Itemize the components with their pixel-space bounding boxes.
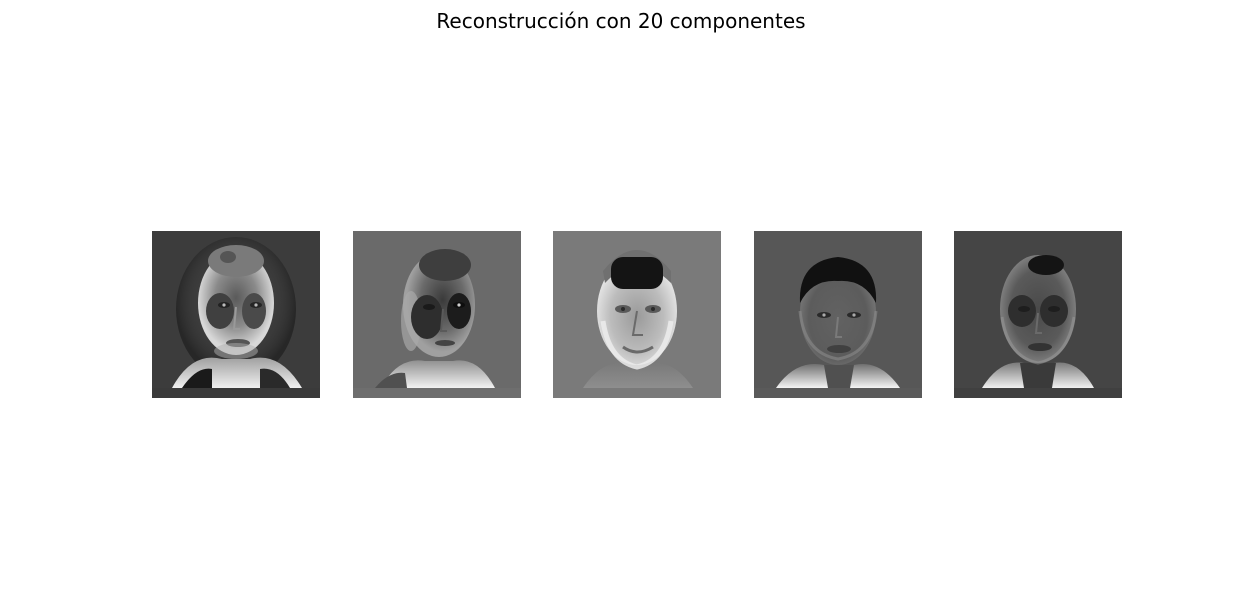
face-image-1 bbox=[152, 231, 320, 398]
face-image-4 bbox=[754, 231, 922, 398]
face-image-3 bbox=[553, 231, 721, 398]
figure-title: Reconstrucción con 20 componentes bbox=[436, 9, 806, 33]
face-image-2 bbox=[353, 231, 521, 398]
face-image-5 bbox=[954, 231, 1122, 398]
